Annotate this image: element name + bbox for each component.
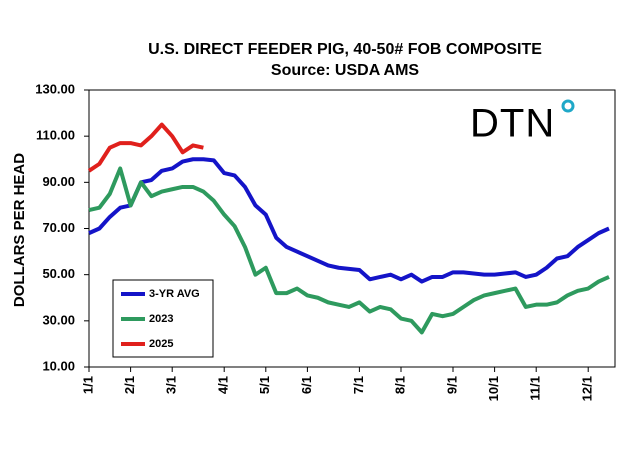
series-line xyxy=(87,122,204,173)
x-tick-label: 9/1 xyxy=(444,376,459,394)
logo-dot xyxy=(561,99,575,113)
legend-label: 2023 xyxy=(149,313,173,325)
y-tick-label: 30.00 xyxy=(42,312,75,327)
chart-subtitle: Source: USDA AMS xyxy=(271,62,419,79)
y-axis-label: DOLLARS PER HEAD xyxy=(11,153,28,307)
x-tick-label: 1/1 xyxy=(80,376,95,394)
x-tick-label: 2/1 xyxy=(122,376,137,394)
chart-title: U.S. DIRECT FEEDER PIG, 40-50# FOB COMPO… xyxy=(148,41,542,58)
x-tick-label: 7/1 xyxy=(351,376,366,394)
x-tick-label: 6/1 xyxy=(299,376,314,394)
y-tick-label: 50.00 xyxy=(42,266,75,281)
y-tick-label: 110.00 xyxy=(36,128,75,143)
x-tick-label: 5/1 xyxy=(257,376,272,394)
legend-label: 3-YR AVG xyxy=(149,288,200,300)
x-tick-label: 10/1 xyxy=(486,376,501,401)
y-tick-label: 10.00 xyxy=(42,358,75,373)
x-tick-label: 3/1 xyxy=(164,376,179,394)
x-tick-label: 4/1 xyxy=(216,376,231,394)
x-tick-label: 12/1 xyxy=(580,376,595,401)
series-line xyxy=(88,166,610,335)
y-tick-label: 70.00 xyxy=(42,220,75,235)
y-tick-label: 90.00 xyxy=(42,174,75,189)
y-tick-label: 130.00 xyxy=(35,81,75,96)
logo: DTN xyxy=(470,102,555,146)
x-tick-label: 8/1 xyxy=(392,376,407,394)
x-tick-label: 11/1 xyxy=(528,376,543,401)
series-line xyxy=(88,157,610,284)
legend-label: 2025 xyxy=(149,338,173,350)
